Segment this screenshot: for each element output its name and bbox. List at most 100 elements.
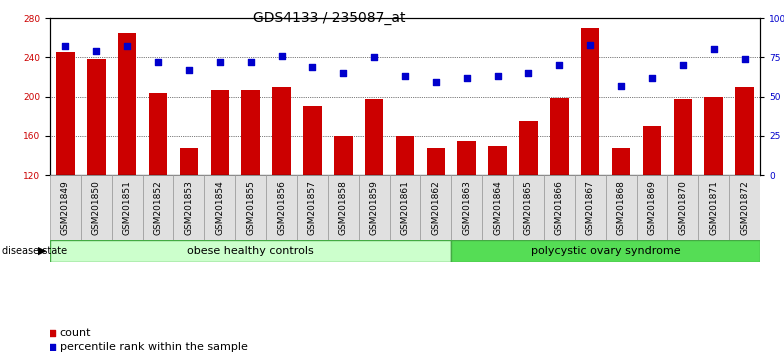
Point <box>245 59 257 65</box>
Bar <box>205 175 235 240</box>
Bar <box>87 59 106 175</box>
Bar <box>458 141 476 175</box>
Bar <box>266 175 297 240</box>
Bar <box>482 175 513 240</box>
Text: GSM201857: GSM201857 <box>308 180 317 235</box>
Bar <box>50 240 452 262</box>
Point <box>430 80 442 85</box>
Point <box>553 62 565 68</box>
Bar <box>173 175 205 240</box>
Point <box>739 56 751 62</box>
Point <box>152 59 165 65</box>
Bar <box>488 145 507 175</box>
Text: GSM201872: GSM201872 <box>740 180 749 235</box>
Bar <box>235 175 266 240</box>
Text: GSM201850: GSM201850 <box>92 180 101 235</box>
Bar <box>581 28 600 175</box>
Bar <box>735 87 754 175</box>
Point <box>258 178 270 183</box>
Bar <box>241 90 260 175</box>
Point <box>460 75 473 80</box>
Point <box>258 302 270 307</box>
Bar <box>390 175 420 240</box>
Text: count: count <box>60 328 91 338</box>
Bar <box>297 175 328 240</box>
Bar <box>550 98 568 175</box>
Point <box>492 73 504 79</box>
Bar <box>328 175 359 240</box>
Bar <box>667 175 699 240</box>
Text: GSM201851: GSM201851 <box>122 180 132 235</box>
Text: GSM201859: GSM201859 <box>369 180 379 235</box>
Text: GSM201868: GSM201868 <box>616 180 626 235</box>
Bar <box>544 175 575 240</box>
Text: GSM201867: GSM201867 <box>586 180 595 235</box>
Text: GSM201852: GSM201852 <box>154 180 162 235</box>
Text: GDS4133 / 235087_at: GDS4133 / 235087_at <box>253 11 405 25</box>
Bar <box>673 99 692 175</box>
Point <box>306 64 318 69</box>
Bar <box>211 90 229 175</box>
Bar <box>699 175 729 240</box>
Bar <box>359 175 390 240</box>
Bar <box>56 52 74 175</box>
Bar <box>612 148 630 175</box>
Text: disease state: disease state <box>2 246 67 256</box>
Bar <box>50 175 81 240</box>
Bar <box>365 99 383 175</box>
Point <box>183 67 195 73</box>
Bar <box>149 93 167 175</box>
Text: GSM201871: GSM201871 <box>710 180 718 235</box>
Bar <box>575 175 606 240</box>
Text: GSM201862: GSM201862 <box>431 180 441 235</box>
Point <box>59 44 71 49</box>
Text: GSM201853: GSM201853 <box>184 180 194 235</box>
Text: GSM201849: GSM201849 <box>61 180 70 235</box>
Text: GSM201863: GSM201863 <box>463 180 471 235</box>
Bar <box>396 136 414 175</box>
Bar <box>452 175 482 240</box>
Text: ▶: ▶ <box>38 246 46 256</box>
Bar <box>81 175 112 240</box>
Text: GSM201866: GSM201866 <box>555 180 564 235</box>
Bar <box>519 121 538 175</box>
Bar <box>729 175 760 240</box>
Text: GSM201864: GSM201864 <box>493 180 502 235</box>
Text: GSM201855: GSM201855 <box>246 180 255 235</box>
Bar <box>705 97 723 175</box>
Bar <box>637 175 667 240</box>
Text: polycystic ovary syndrome: polycystic ovary syndrome <box>531 246 681 256</box>
Bar <box>180 148 198 175</box>
Bar <box>643 126 661 175</box>
Point <box>615 83 627 88</box>
Point <box>275 53 288 58</box>
Point <box>368 55 380 60</box>
Bar <box>272 87 291 175</box>
Bar <box>420 175 452 240</box>
Bar <box>334 136 353 175</box>
Point <box>522 70 535 76</box>
Point <box>707 47 720 52</box>
Bar <box>426 148 445 175</box>
Bar <box>118 33 136 175</box>
Text: GSM201856: GSM201856 <box>277 180 286 235</box>
Bar <box>452 240 760 262</box>
Text: GSM201865: GSM201865 <box>524 180 533 235</box>
Bar <box>112 175 143 240</box>
Point <box>646 75 659 80</box>
Text: GSM201858: GSM201858 <box>339 180 348 235</box>
Bar <box>143 175 173 240</box>
Text: GSM201861: GSM201861 <box>401 180 409 235</box>
Text: GSM201870: GSM201870 <box>678 180 688 235</box>
Point <box>584 42 597 47</box>
Point <box>213 59 226 65</box>
Text: GSM201854: GSM201854 <box>216 180 224 235</box>
Point <box>337 70 350 76</box>
Text: obese healthy controls: obese healthy controls <box>187 246 314 256</box>
Point <box>677 62 689 68</box>
Point <box>121 44 133 49</box>
Text: GSM201869: GSM201869 <box>648 180 656 235</box>
Bar <box>513 175 544 240</box>
Bar <box>606 175 637 240</box>
Text: percentile rank within the sample: percentile rank within the sample <box>60 342 248 352</box>
